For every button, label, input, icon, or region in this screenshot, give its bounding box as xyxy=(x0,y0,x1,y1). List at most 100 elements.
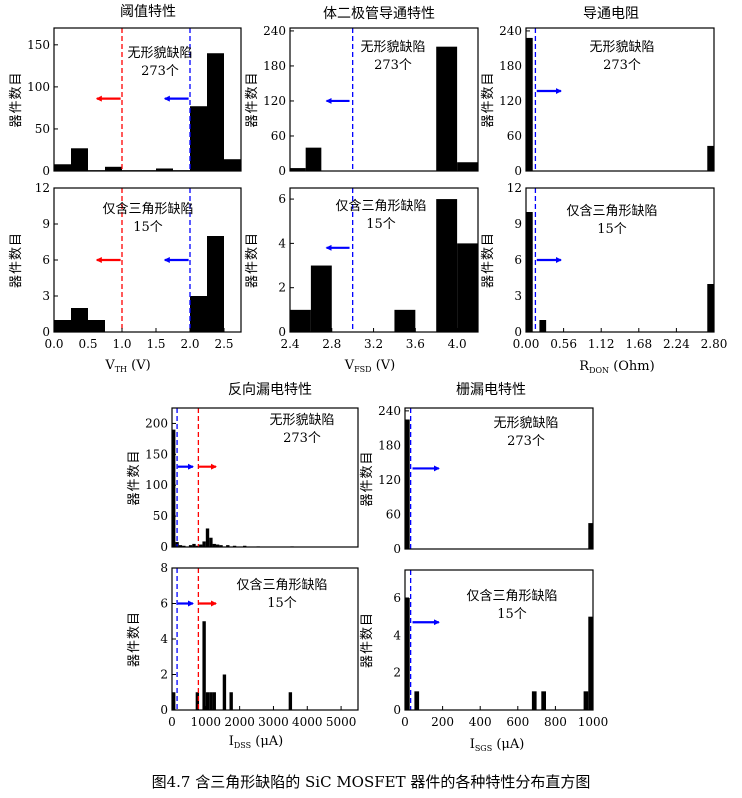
histogram-bar xyxy=(243,545,247,547)
y-axis-label: 器件数目 xyxy=(481,71,496,127)
x-axis-label-vfsd: VFSD (V) xyxy=(344,358,396,374)
x-tick-label: 0 xyxy=(401,715,409,729)
y-tick-label: 0 xyxy=(393,542,401,556)
histogram-bar xyxy=(405,419,410,549)
y-tick-label: 200 xyxy=(145,416,168,430)
y-tick-label: 50 xyxy=(35,122,50,136)
x-tick-label: 400 xyxy=(469,715,492,729)
histogram-bar xyxy=(172,692,176,710)
histogram-panel-igss-triangle: 0 2 4 6 0 200 400 600 800 1000 器件数目 仅含三角形缺陷 15个 xyxy=(360,569,608,729)
histogram-bar xyxy=(195,692,200,710)
y-tick-label: 0 xyxy=(278,164,286,178)
x-tick-label: 800 xyxy=(544,715,567,729)
x-tick-label: 2.80 xyxy=(701,337,728,351)
histogram-bar xyxy=(205,692,210,710)
y-tick-label: 100 xyxy=(27,80,50,94)
y-tick-label: 180 xyxy=(263,59,286,73)
y-tick-label: 0 xyxy=(278,325,286,339)
histogram-bar xyxy=(54,320,71,332)
x-tick-label: 3.2 xyxy=(364,337,383,351)
histogram-bar xyxy=(405,598,410,710)
plot-frame xyxy=(404,569,594,711)
group-title-vth: 阈值特性 xyxy=(120,4,176,20)
group-title-rdon: 导通电阻 xyxy=(583,6,639,22)
y-tick-label: 12 xyxy=(507,181,522,195)
y-tick-label: 0 xyxy=(514,164,522,178)
panel-annotation: 无形貌缺陷 xyxy=(127,46,192,61)
y-tick-label: 60 xyxy=(386,507,401,521)
histogram-bar xyxy=(310,265,332,332)
panel-annotation: 273个 xyxy=(283,431,321,446)
histogram-bar xyxy=(539,320,547,332)
histogram-bar xyxy=(202,541,206,547)
histogram-bar xyxy=(222,674,227,710)
x-axis-label-unit: (V) xyxy=(127,358,151,373)
panel-annotation: 仅含三角形缺陷 xyxy=(335,198,426,214)
x-tick-label: 2000 xyxy=(224,715,255,729)
histogram-bar xyxy=(707,145,714,171)
panel-annotation: 无形貌缺陷 xyxy=(269,413,334,428)
histogram-bar xyxy=(209,537,213,547)
y-tick-label: 3 xyxy=(42,289,50,303)
histogram-bar xyxy=(202,621,206,710)
y-tick-label: 2 xyxy=(160,668,168,682)
y-tick-label: 4 xyxy=(278,236,286,250)
panel-annotation: 仅含三角形缺陷 xyxy=(236,577,327,593)
panel-annotation: 15个 xyxy=(497,607,527,622)
panel-annotation: 15个 xyxy=(366,217,396,232)
y-tick-label: 150 xyxy=(27,38,50,52)
x-axis-label-subscript: DON xyxy=(589,366,609,375)
y-axis-label: 器件数目 xyxy=(245,71,260,127)
histogram-bar xyxy=(588,616,593,710)
histogram-bar xyxy=(207,53,224,172)
x-tick-label: 0.0 xyxy=(44,337,63,351)
y-axis-label: 器件数目 xyxy=(360,450,375,506)
histogram-panel-vfsd-triangle: 0 2 4 6 2.4 2.8 3.2 3.6 4.0 器件数目 仅含三角形缺陷 15个 xyxy=(245,187,479,351)
x-tick-label: 2.4 xyxy=(280,337,299,351)
panel-annotation: 15个 xyxy=(597,222,627,237)
y-tick-label: 4 xyxy=(160,632,168,646)
y-tick-label: 6 xyxy=(514,253,522,267)
histogram-bar xyxy=(209,692,213,710)
y-tick-label: 60 xyxy=(507,129,522,143)
x-axis-label-unit: (Ohm) xyxy=(609,359,655,374)
x-axis-label-subscript: SGS xyxy=(475,744,492,753)
histogram-bar xyxy=(195,545,200,547)
histogram-bar xyxy=(229,692,233,710)
histogram-bar xyxy=(436,46,458,171)
x-tick-label: 3000 xyxy=(258,715,289,729)
x-tick-label: 1.5 xyxy=(146,337,165,351)
histogram-panel-vth-amorphous: 0 50 100 150 器件数目 无形貌缺陷 273个 xyxy=(9,27,242,178)
histogram-bar xyxy=(394,309,416,332)
group-title-igss: 栅漏电特性 xyxy=(456,382,526,398)
histogram-bar xyxy=(215,544,220,547)
y-tick-label: 180 xyxy=(378,438,401,452)
y-tick-label: 6 xyxy=(393,591,401,605)
x-tick-label: 0.5 xyxy=(78,337,97,351)
y-tick-label: 0 xyxy=(42,325,50,339)
y-tick-label: 6 xyxy=(42,253,50,267)
histogram-bar xyxy=(156,168,173,171)
histogram-bar xyxy=(71,308,88,332)
x-axis-label-main: I xyxy=(470,737,475,752)
histogram-bar xyxy=(457,162,478,171)
histogram-bar xyxy=(212,692,216,710)
x-axis-label-unit: (μA) xyxy=(492,737,524,752)
y-tick-label: 3 xyxy=(514,289,522,303)
histogram-bar xyxy=(588,523,593,549)
histogram-bar xyxy=(205,528,210,547)
y-tick-label: 9 xyxy=(42,217,50,231)
y-tick-label: 0 xyxy=(393,703,401,717)
panel-annotation: 15个 xyxy=(133,220,163,235)
histogram-panel-rdon-amorphous: 0 60 120 180 240 器件数目 无形貌缺陷 273个 xyxy=(481,24,715,178)
x-axis-label-main: V xyxy=(104,358,115,373)
histogram-bar xyxy=(71,148,88,171)
x-tick-label: 1.0 xyxy=(112,337,131,351)
y-tick-label: 0 xyxy=(42,164,50,178)
histogram-bar xyxy=(219,545,223,547)
y-tick-label: 240 xyxy=(263,24,286,38)
x-tick-label: 3.6 xyxy=(406,337,425,351)
y-tick-label: 8 xyxy=(160,561,168,575)
x-axis-label-unit: (V) xyxy=(372,358,396,373)
histogram-bar xyxy=(54,164,71,171)
